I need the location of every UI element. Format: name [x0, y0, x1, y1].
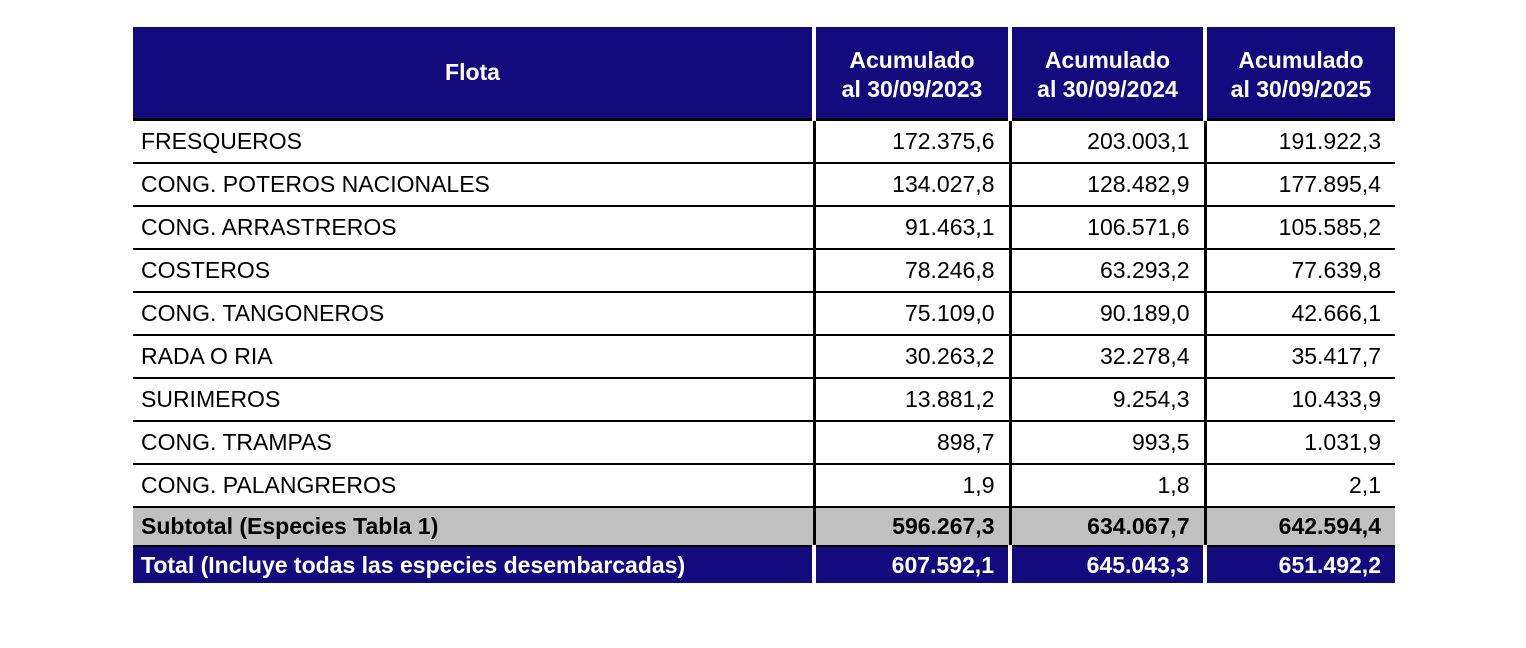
header-acumulado-2024: Acumulado al 30/09/2024 [1008, 27, 1205, 121]
subtotal-row: Subtotal (Especies Tabla 1) 596.267,3 63… [133, 507, 1395, 547]
cell-value: 1.031,9 [1203, 421, 1395, 465]
table-row-surimeros: SURIMEROS 13.881,2 9.254,3 10.433,9 [133, 378, 1395, 422]
row-label: COSTEROS [133, 249, 814, 293]
subtotal-label: Subtotal (Especies Tabla 1) [133, 507, 814, 547]
cell-value: 77.639,8 [1203, 249, 1395, 293]
cell-value: 128.482,9 [1008, 163, 1205, 207]
header-acumulado-2025: Acumulado al 30/09/2025 [1203, 27, 1395, 121]
cell-value: 42.666,1 [1203, 292, 1395, 336]
table-row-cong-arrastreros: CONG. ARRASTREROS 91.463,1 106.571,6 105… [133, 206, 1395, 250]
row-label: CONG. PALANGREROS [133, 464, 814, 508]
cell-value: 993,5 [1008, 421, 1205, 465]
cell-value: 177.895,4 [1203, 163, 1395, 207]
cell-value: 90.189,0 [1008, 292, 1205, 336]
table-row-cong-tangoneros: CONG. TANGONEROS 75.109,0 90.189,0 42.66… [133, 292, 1395, 336]
cell-value: 134.027,8 [812, 163, 1010, 207]
cell-value: 9.254,3 [1008, 378, 1205, 422]
cell-value: 898,7 [812, 421, 1010, 465]
header-row: Flota Acumulado al 30/09/2023 Acumulado … [133, 27, 1395, 121]
cell-value: 78.246,8 [812, 249, 1010, 293]
cell-value: 10.433,9 [1203, 378, 1395, 422]
row-label: CONG. TANGONEROS [133, 292, 814, 336]
cell-value: 1,9 [812, 464, 1010, 508]
table-row-cong-trampas: CONG. TRAMPAS 898,7 993,5 1.031,9 [133, 421, 1395, 465]
header-flota: Flota [133, 27, 814, 121]
cell-value: 30.263,2 [812, 335, 1010, 379]
header-acumulado-2023-line2: al 30/09/2023 [841, 75, 983, 102]
table-header: Flota Acumulado al 30/09/2023 Acumulado … [133, 27, 1395, 121]
total-value: 607.592,1 [812, 546, 1010, 583]
cell-value: 13.881,2 [812, 378, 1010, 422]
table-row-fresqueros: FRESQUEROS 172.375,6 203.003,1 191.922,3 [133, 119, 1395, 164]
cell-value: 63.293,2 [1008, 249, 1205, 293]
subtotal-value: 642.594,4 [1203, 507, 1395, 547]
total-label: Total (Incluye todas las especies desemb… [133, 546, 814, 583]
total-value: 645.043,3 [1008, 546, 1205, 583]
cell-value: 203.003,1 [1008, 119, 1205, 164]
cell-value: 1,8 [1008, 464, 1205, 508]
subtotal-value: 634.067,7 [1008, 507, 1205, 547]
cell-value: 32.278,4 [1008, 335, 1205, 379]
table-row-costeros: COSTEROS 78.246,8 63.293,2 77.639,8 [133, 249, 1395, 293]
row-label: RADA O RIA [133, 335, 814, 379]
cell-value: 105.585,2 [1203, 206, 1395, 250]
flota-table: Flota Acumulado al 30/09/2023 Acumulado … [133, 27, 1395, 583]
cell-value: 172.375,6 [812, 119, 1010, 164]
row-label: CONG. TRAMPAS [133, 421, 814, 465]
row-label: CONG. POTEROS NACIONALES [133, 163, 814, 207]
row-label: CONG. ARRASTREROS [133, 206, 814, 250]
cell-value: 91.463,1 [812, 206, 1010, 250]
subtotal-value: 596.267,3 [812, 507, 1010, 547]
header-acumulado-2023-line1: Acumulado [849, 46, 975, 73]
table-row-cong-poteros-nacionales: CONG. POTEROS NACIONALES 134.027,8 128.4… [133, 163, 1395, 207]
cell-value: 191.922,3 [1203, 119, 1395, 164]
table-row-cong-palangreros: CONG. PALANGREROS 1,9 1,8 2,1 [133, 464, 1395, 508]
header-acumulado-2024-line1: Acumulado [1044, 46, 1171, 73]
row-label: FRESQUEROS [133, 119, 814, 164]
cell-value: 75.109,0 [812, 292, 1010, 336]
cell-value: 106.571,6 [1008, 206, 1205, 250]
header-acumulado-2025-line2: al 30/09/2025 [1230, 75, 1372, 102]
total-value: 651.492,2 [1203, 546, 1395, 583]
header-acumulado-2023: Acumulado al 30/09/2023 [812, 27, 1010, 121]
row-label: SURIMEROS [133, 378, 814, 422]
table-row-rada-o-ria: RADA O RIA 30.263,2 32.278,4 35.417,7 [133, 335, 1395, 379]
header-acumulado-2025-line1: Acumulado [1238, 46, 1364, 73]
header-acumulado-2024-line2: al 30/09/2024 [1037, 75, 1178, 102]
cell-value: 35.417,7 [1203, 335, 1395, 379]
total-row: Total (Incluye todas las especies desemb… [133, 546, 1395, 583]
table-body: FRESQUEROS 172.375,6 203.003,1 191.922,3… [133, 119, 1395, 583]
cell-value: 2,1 [1203, 464, 1395, 508]
